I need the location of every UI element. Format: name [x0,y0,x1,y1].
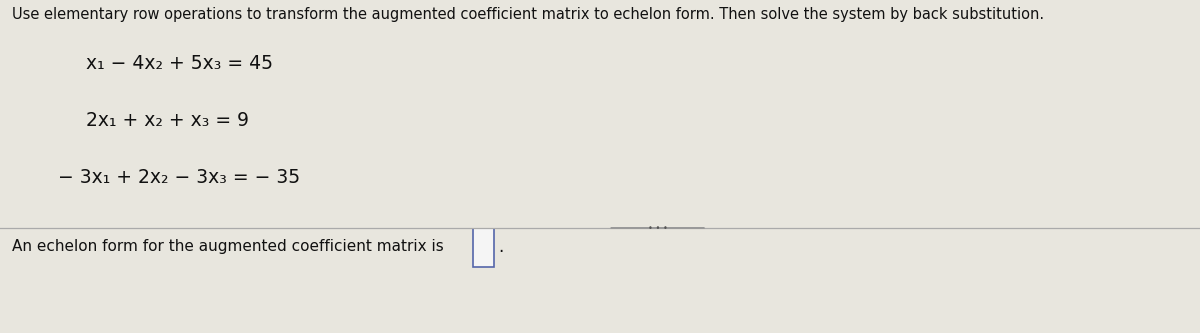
Text: − 3x₁ + 2x₂ − 3x₃ = − 35: − 3x₁ + 2x₂ − 3x₃ = − 35 [58,168,300,187]
Text: x₁ − 4x₂ + 5x₃ = 45: x₁ − 4x₂ + 5x₃ = 45 [86,54,274,73]
FancyBboxPatch shape [473,227,494,267]
Text: Use elementary row operations to transform the augmented coefficient matrix to e: Use elementary row operations to transfo… [12,7,1044,22]
Text: An echelon form for the augmented coefficient matrix is: An echelon form for the augmented coeffi… [12,239,444,254]
Text: .: . [498,238,503,256]
Text: • • •: • • • [648,223,667,233]
Text: 2x₁ + x₂ + x₃ = 9: 2x₁ + x₂ + x₃ = 9 [86,112,250,131]
